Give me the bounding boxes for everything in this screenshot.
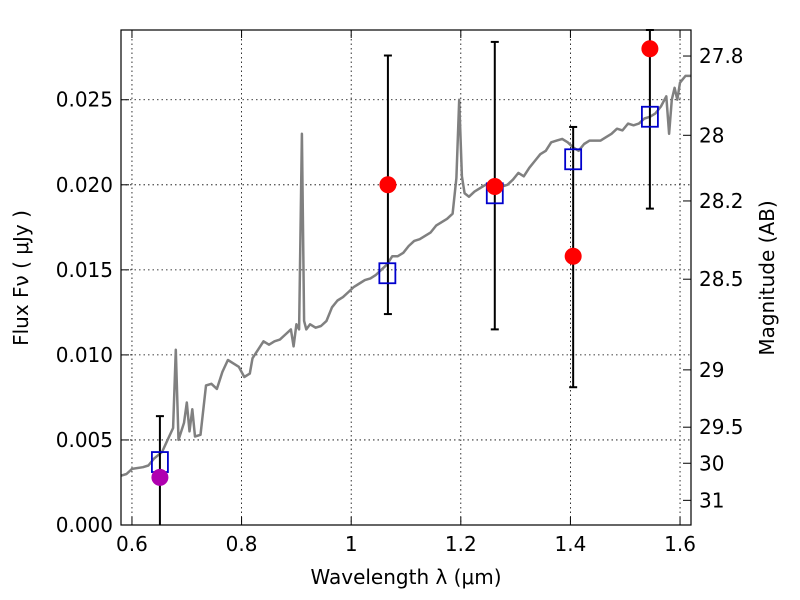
x-tick-label: 1.4 bbox=[555, 532, 587, 556]
observed-flux-point bbox=[564, 247, 582, 265]
x-tick-label: 0.8 bbox=[226, 532, 258, 556]
observed-flux-point bbox=[151, 468, 169, 486]
model-flux-square bbox=[564, 148, 583, 171]
axis-ticks: 0.6 0.8 1 1.2 1.4 1.6 0.000 0.005 0.010 0.015 0.02… bbox=[56, 30, 744, 556]
observed-flux-point bbox=[379, 176, 397, 194]
y-tick-label: 0.000 bbox=[56, 513, 113, 537]
right-tick-label: 28.5 bbox=[699, 267, 744, 291]
model-spectrum bbox=[120, 74, 691, 477]
x-tick-label: 1.6 bbox=[664, 532, 696, 556]
right-tick-label: 27.8 bbox=[699, 44, 744, 68]
right-tick-label: 29 bbox=[699, 358, 724, 382]
right-tick-label: 28 bbox=[699, 123, 724, 147]
model-photometry-squares bbox=[151, 105, 659, 473]
right-tick-label: 29.5 bbox=[699, 415, 744, 439]
y-tick-label: 0.015 bbox=[56, 258, 113, 282]
y-axis-label-right: Magnitude (AB) bbox=[755, 200, 779, 355]
observed-flux-points bbox=[151, 40, 659, 486]
x-tick-label: 1 bbox=[345, 532, 358, 556]
model-flux-square bbox=[640, 105, 659, 128]
right-tick-label: 28.2 bbox=[699, 189, 744, 213]
observed-flux-point bbox=[486, 177, 504, 195]
x-tick-label: 1.2 bbox=[445, 532, 477, 556]
right-tick-label: 30 bbox=[699, 451, 724, 475]
model-flux-square bbox=[378, 262, 397, 285]
grid-lines bbox=[121, 30, 691, 525]
x-axis-label: Wavelength λ (μm) bbox=[310, 565, 501, 589]
spectrum-line bbox=[120, 74, 691, 477]
plot-frame bbox=[120, 29, 692, 526]
y-tick-label: 0.010 bbox=[56, 343, 113, 367]
y-tick-label: 0.025 bbox=[56, 88, 113, 112]
error-bars bbox=[155, 29, 654, 525]
y-tick-label: 0.005 bbox=[56, 428, 113, 452]
right-tick-label: 31 bbox=[699, 488, 724, 512]
y-tick-label: 0.020 bbox=[56, 173, 113, 197]
observed-flux-point bbox=[641, 40, 659, 58]
x-tick-label: 0.6 bbox=[116, 532, 148, 556]
y-axis-label-left: Flux Fν ( μJy ) bbox=[9, 210, 33, 346]
